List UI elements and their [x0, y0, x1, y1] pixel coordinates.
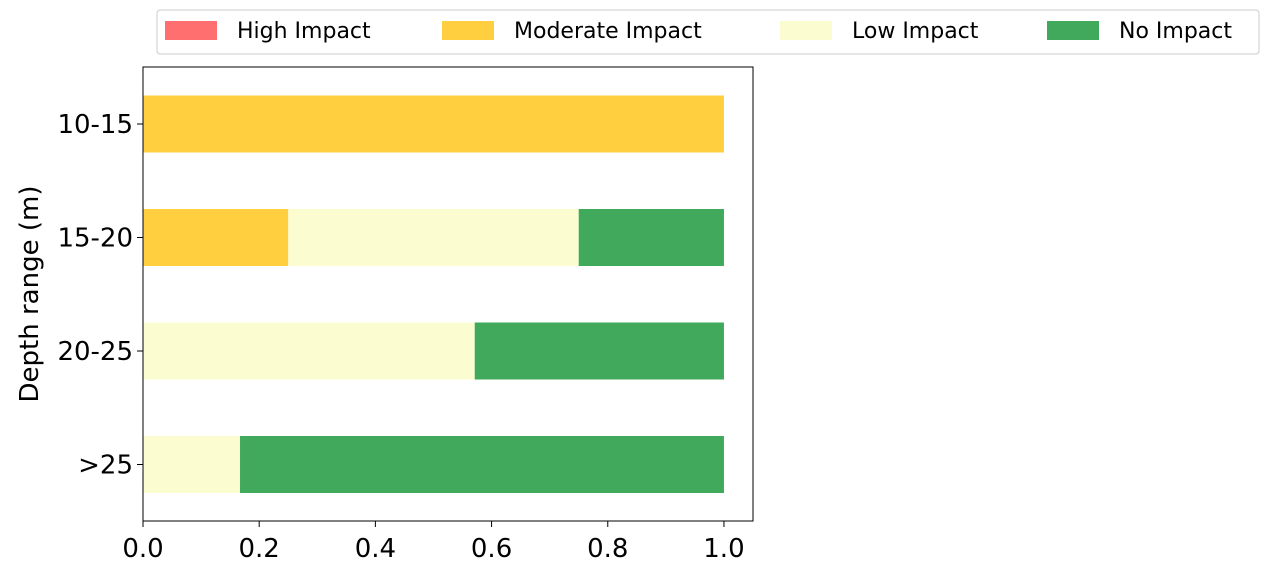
bar-low-impact-1: [288, 209, 579, 266]
x-tick-label: 0.6: [471, 534, 512, 564]
bar-low-impact-2: [143, 322, 475, 380]
y-tick-label: 10-15: [57, 110, 133, 140]
legend-frame: [156, 9, 1260, 55]
legend-label-no-impact: No Impact: [1119, 19, 1232, 44]
plot-frame: [142, 66, 754, 522]
bar-low-impact-3: [143, 436, 241, 493]
y-tick-label: 20-25: [57, 337, 133, 367]
x-tick-label: 0.4: [355, 534, 396, 564]
y-axis: 10-15 15-20 20-25 >25: [57, 110, 143, 481]
legend-swatch-low-impact: [780, 21, 832, 40]
bars-group: [143, 95, 724, 493]
x-tick-label: 0.2: [239, 534, 280, 564]
legend-swatch-high-impact: [165, 21, 217, 40]
y-tick-label: >25: [78, 451, 133, 481]
bar-no-impact-1: [578, 209, 724, 266]
legend-swatch-moderate-impact: [442, 21, 494, 40]
legend-label-moderate-impact: Moderate Impact: [514, 19, 702, 44]
y-tick-label: 15-20: [57, 224, 133, 254]
legend: High Impact Moderate Impact Low Impact No I…: [156, 9, 1260, 55]
legend-label-low-impact: Low Impact: [852, 19, 979, 44]
x-tick-label: 0.0: [122, 534, 163, 564]
bar-moderate-impact-1: [143, 209, 289, 266]
x-tick-label: 1.0: [703, 534, 744, 564]
bar-moderate-impact-0: [143, 95, 724, 153]
x-axis: 0.0 0.2 0.4 0.6 0.8 1.0: [122, 521, 745, 564]
legend-swatch-no-impact: [1047, 21, 1099, 40]
y-axis-title: Depth range (m): [15, 186, 45, 403]
x-tick-label: 0.8: [587, 534, 628, 564]
legend-label-high-impact: High Impact: [237, 19, 371, 44]
bar-no-impact-3: [240, 436, 724, 493]
bar-no-impact-2: [474, 322, 724, 380]
